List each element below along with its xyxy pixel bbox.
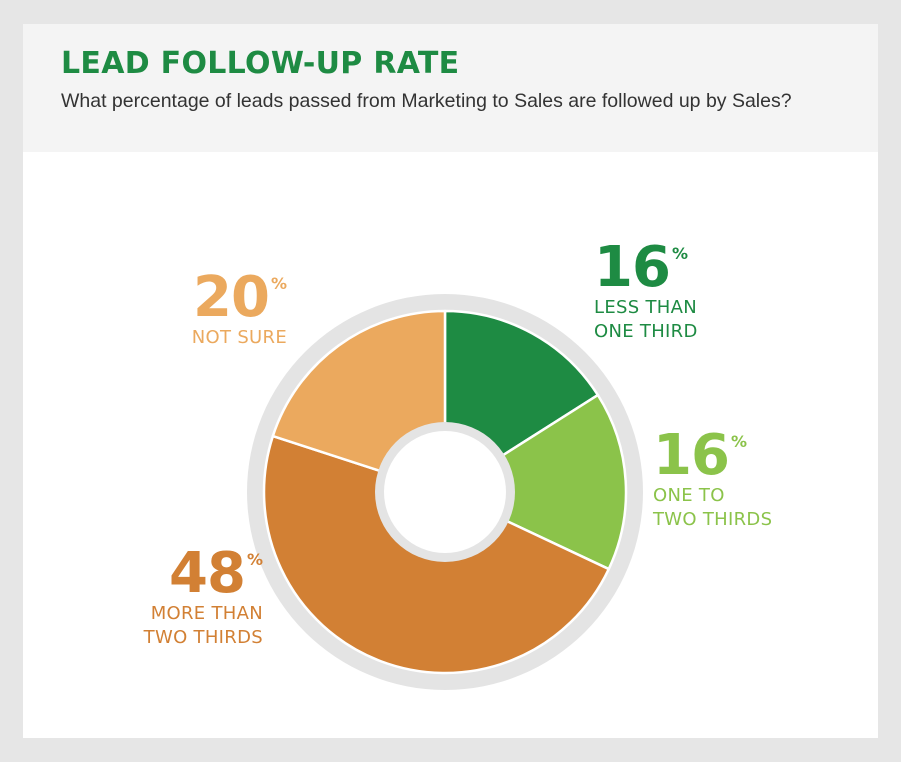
chart-card: LEAD FOLLOW-UP RATE What percentage of l…	[23, 24, 878, 738]
donut-hole	[384, 431, 506, 553]
slice-value: 20	[193, 265, 270, 330]
slice-category-label: LESS THAN ONE THIRD	[594, 297, 698, 342]
chart-title: LEAD FOLLOW-UP RATE	[61, 46, 460, 81]
percent-sign: %	[671, 244, 688, 263]
slice-value: 16	[594, 235, 671, 300]
percent-sign: %	[730, 432, 747, 451]
slice-category-label: NOT SURE	[191, 327, 287, 348]
slice-label-one-to-two-thirds: 16% ONE TO TWO THIRDS	[653, 428, 772, 532]
chart-subtitle: What percentage of leads passed from Mar…	[61, 90, 792, 112]
slice-value: 48	[169, 541, 246, 606]
slice-label-more-than-two-thirds: 48% MORE THAN TWO THIRDS	[144, 546, 263, 650]
slice-value: 16	[653, 423, 730, 488]
slice-label-not-sure: 20% NOT SURE	[192, 270, 287, 350]
slice-label-less-than-one-third: 16% LESS THAN ONE THIRD	[594, 240, 698, 344]
donut-chart	[247, 294, 643, 690]
slice-category-label: MORE THAN TWO THIRDS	[143, 603, 263, 648]
percent-sign: %	[246, 550, 263, 569]
slice-category-label: ONE TO TWO THIRDS	[653, 485, 773, 530]
chart-header: LEAD FOLLOW-UP RATE What percentage of l…	[23, 24, 878, 152]
percent-sign: %	[270, 274, 287, 293]
